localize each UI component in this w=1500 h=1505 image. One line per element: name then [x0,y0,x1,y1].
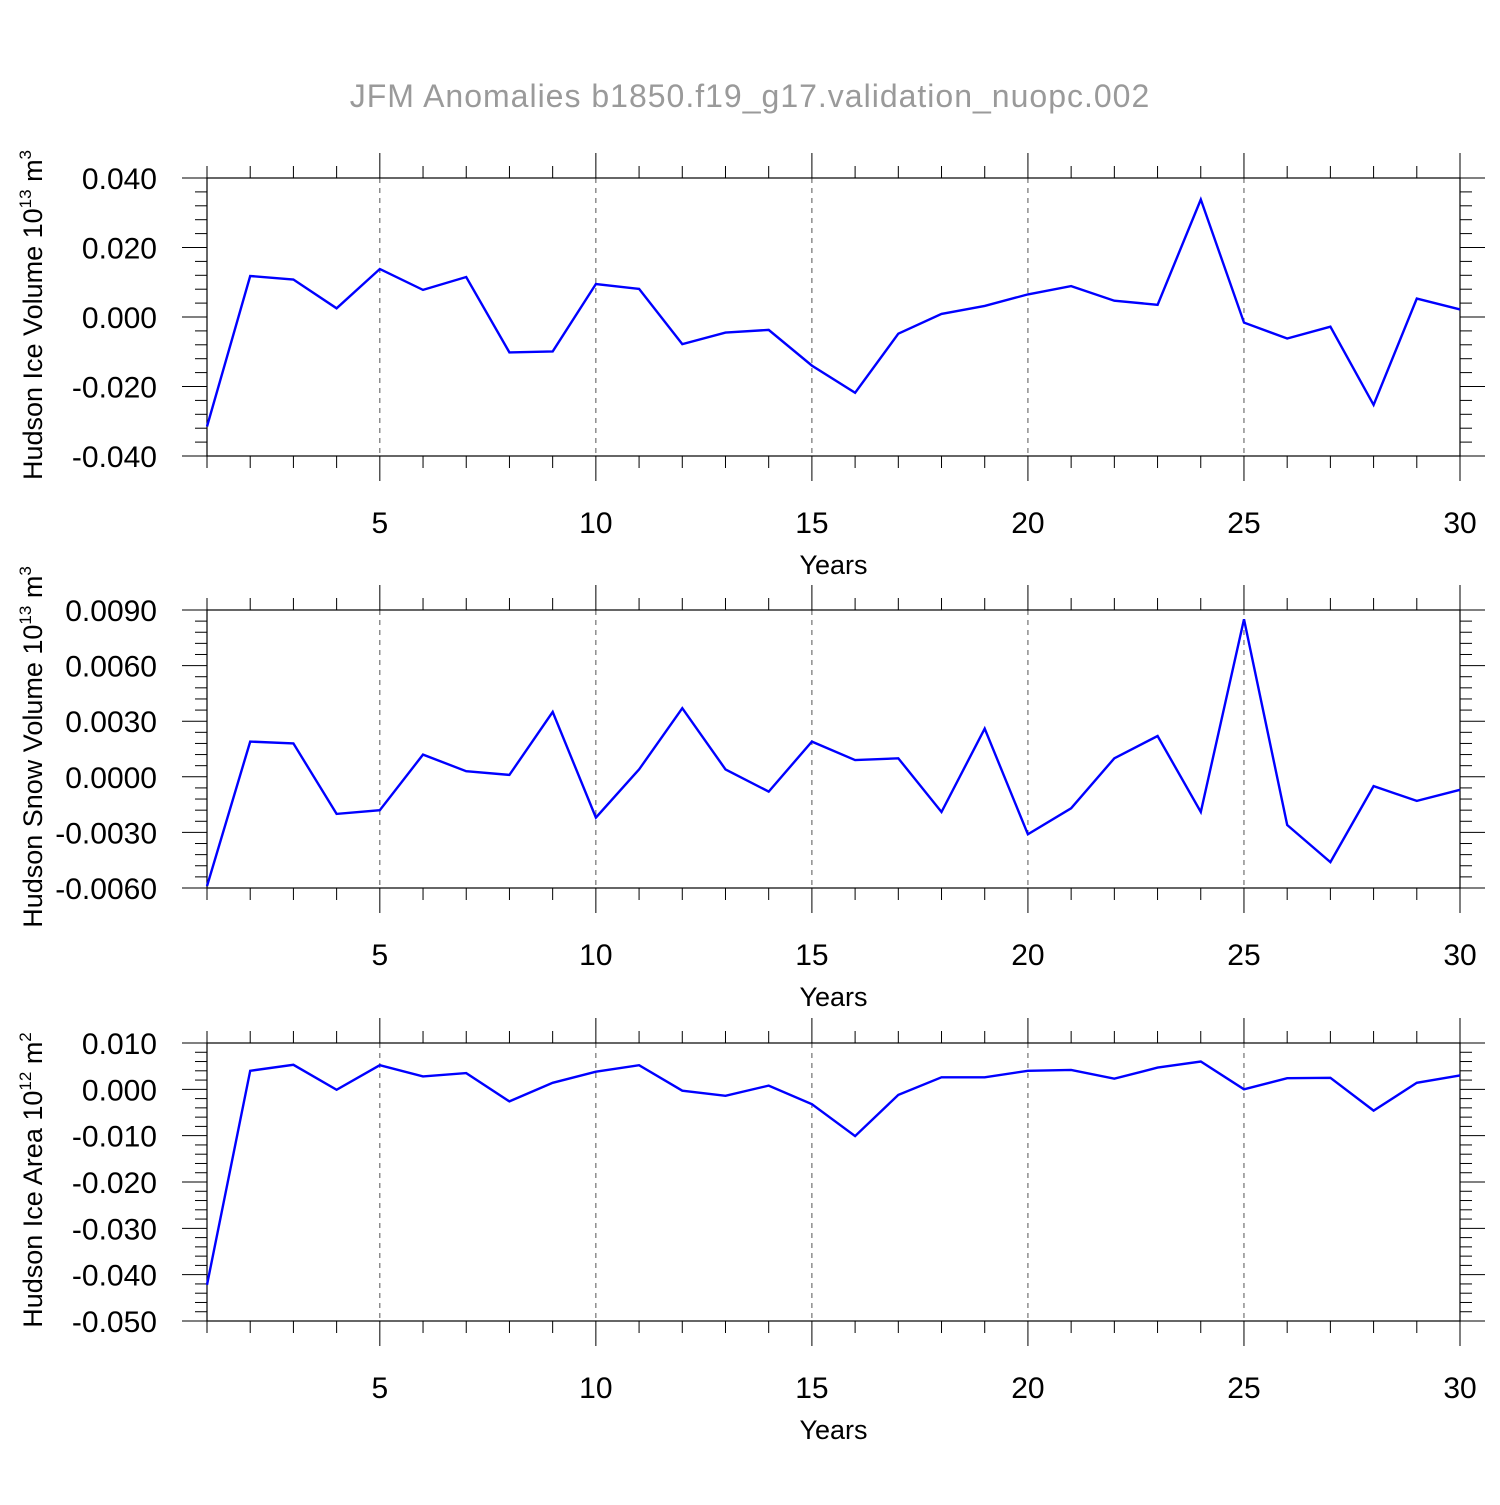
x-tick-label: 25 [1227,1372,1260,1405]
y-tick-label: 0.0000 [65,762,157,795]
x-tick-label: 25 [1227,939,1260,972]
chart-title: JFM Anomalies b1850.f19_g17.validation_n… [350,78,1151,114]
y-tick-label: 0.010 [82,1028,157,1061]
x-tick-label: 5 [371,507,388,540]
x-tick-label: 25 [1227,507,1260,540]
y-tick-label: -0.040 [72,441,157,474]
x-axis-title: Years [799,550,867,580]
y-tick-label: -0.020 [72,372,157,405]
plot-frame [206,177,1461,457]
y-tick-label: -0.030 [72,1213,157,1246]
y-tick-label: 0.0090 [65,595,157,628]
y-axis-title: Hudson Snow Volume 1013 m3 [16,566,48,928]
y-axis-title-unit-exponent: 3 [16,566,35,575]
x-tick-label: 10 [579,1372,612,1405]
x-tick-label: 5 [371,939,388,972]
y-axis-title: Hudson Ice Area 1012 m2 [16,1032,48,1328]
x-tick-label: 10 [579,939,612,972]
x-tick-label: 30 [1443,939,1476,972]
x-tick-label: 30 [1443,507,1476,540]
y-tick-label: 0.020 [82,233,157,266]
x-tick-label: 10 [579,507,612,540]
y-axis-title-main: Hudson Ice Area 10 [18,1091,48,1328]
series-line [205,619,1461,887]
y-tick-label: -0.040 [72,1260,157,1293]
y-axis-title-exponent: 13 [16,189,35,208]
x-tick-label: 30 [1443,1372,1476,1405]
x-axis-title: Years [799,982,867,1012]
y-tick-label: -0.0060 [55,873,157,906]
y-axis-title-main: Hudson Ice Volume 10 [18,208,48,480]
y-tick-label: 0.0060 [65,651,157,684]
x-axis-title: Years [799,1415,867,1445]
y-axis-title-main: Hudson Snow Volume 10 [18,625,48,928]
y-tick-label: 0.0030 [65,706,157,739]
x-tick-label: 15 [795,507,828,540]
y-axis-title-unit: m [18,1042,48,1072]
y-axis-title-unit: m [18,159,48,189]
y-axis-title-unit-exponent: 2 [16,1032,35,1041]
y-tick-label: -0.020 [72,1167,157,1200]
y-axis-title-exponent: 12 [16,1072,35,1091]
plot-frame [206,1042,1461,1322]
panel-3: 0.010 0.000 -0.010 -0.020 -0.030 -0.040 -0.050… [16,1018,1485,1445]
y-axis-title-unit-exponent: 3 [16,150,35,159]
y-tick-label: -0.0030 [55,817,157,850]
panel-1: 0.040 0.020 0.000 -0.020 -0.040 5 10 15 20 25 30 Ye… [16,150,1485,580]
x-tick-label: 20 [1011,939,1044,972]
panel-2: 0.0090 0.0060 0.0030 0.0000 -0.0030 -0.0060 5 1… [16,566,1485,1012]
y-tick-label: -0.050 [72,1306,157,1339]
series-line [205,1060,1461,1286]
y-axis-title-unit: m [18,576,48,606]
x-tick-label: 15 [795,1372,828,1405]
x-tick-label: 15 [795,939,828,972]
y-tick-label: 0.040 [82,163,157,196]
y-axis-title-exponent: 13 [16,606,35,625]
plot-frame [206,609,1461,889]
x-tick-label: 20 [1011,507,1044,540]
series-line [205,196,1461,427]
y-tick-label: 0.000 [82,302,157,335]
y-axis-title: Hudson Ice Volume 1013 m3 [16,150,48,480]
y-tick-label: 0.000 [82,1074,157,1107]
x-tick-label: 5 [371,1372,388,1405]
x-tick-label: 20 [1011,1372,1044,1405]
y-tick-label: -0.010 [72,1121,157,1154]
